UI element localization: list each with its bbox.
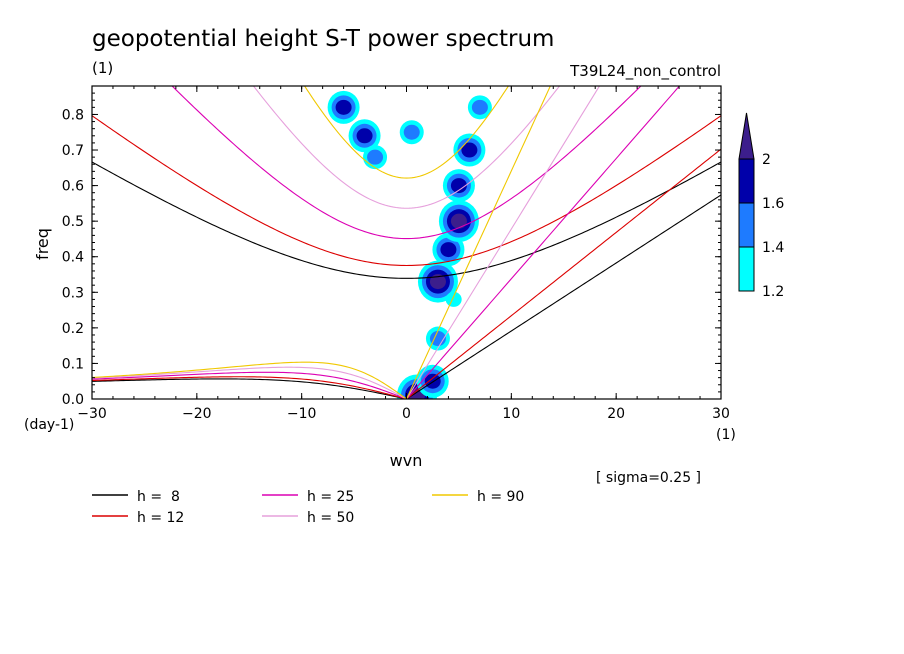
legend-label: h = 12 — [137, 510, 184, 526]
kelvin-curve — [406, 86, 681, 399]
colorbar-label: 1.2 — [762, 284, 784, 300]
legend-label: h = 50 — [307, 510, 354, 526]
spectral-blobs — [327, 90, 492, 399]
y-axis-label: freq — [33, 228, 52, 260]
y-tick-label: 0.8 — [62, 107, 84, 123]
chart-subtitle-left: (1) — [92, 59, 113, 77]
y-tick-label: 0.2 — [62, 321, 84, 337]
ig-curve — [92, 161, 721, 279]
spectral-blob — [403, 124, 420, 140]
spectral-blob — [440, 242, 457, 258]
spectral-blob — [471, 99, 488, 115]
chart-subtitle-right: T39L24_non_control — [569, 62, 721, 81]
kelvin-curve — [406, 86, 551, 399]
x-unit-label: (1) — [716, 427, 736, 443]
colorbar: 1.2 1.4 1.6 2 — [738, 112, 784, 300]
spectral-blob — [450, 178, 467, 194]
y-tick-label: 0.5 — [62, 214, 84, 230]
x-tick-label: −20 — [182, 406, 212, 422]
ig-curve — [303, 86, 510, 179]
x-tick-label: 30 — [712, 406, 730, 422]
chart-title: geopotential height S-T power spectrum — [92, 26, 554, 52]
x-tick-label: 20 — [607, 406, 625, 422]
spectral-blob — [450, 213, 467, 229]
dispersion-curves — [92, 86, 721, 399]
colorbar-box — [738, 158, 755, 204]
y-tick-label: 0.6 — [62, 179, 84, 195]
y-unit-label: (day-1) — [24, 417, 74, 433]
spectral-blob — [461, 142, 478, 158]
colorbar-label: 1.4 — [762, 240, 784, 256]
x-axis-label: wvn — [390, 451, 423, 470]
x-tick-label: 0 — [402, 406, 411, 422]
x-tick-label: −10 — [287, 406, 317, 422]
rossby-curve — [92, 361, 407, 399]
ig-curve — [92, 115, 721, 267]
legend-label: h = 25 — [307, 489, 354, 505]
spectral-blob — [356, 128, 373, 144]
colorbar-arrow — [738, 112, 755, 160]
x-tick-label: 10 — [502, 406, 520, 422]
y-tick-label: 0.0 — [62, 392, 84, 408]
spectral-blob — [429, 274, 446, 290]
spectral-blob — [445, 291, 462, 307]
axis-ticks: −30 −20 −10 0 10 20 30 0.0 0.1 0.2 0.3 0.4 0.5 0.6 0.7… — [62, 86, 730, 422]
rossby-curve — [92, 378, 407, 399]
kelvin-curve — [406, 86, 601, 399]
spectral-blob — [367, 149, 384, 165]
y-tick-label: 0.3 — [62, 285, 84, 301]
colorbar-box — [738, 246, 755, 292]
kelvin-curve — [406, 148, 721, 399]
spectral-blob — [335, 99, 352, 115]
x-tick-label: −30 — [77, 406, 107, 422]
colorbar-box — [738, 202, 755, 248]
colorbar-label: 1.6 — [762, 196, 784, 212]
y-tick-label: 0.4 — [62, 250, 84, 266]
legend-label: h = 8 — [137, 489, 180, 505]
ig-curve — [171, 86, 642, 240]
legend: h = 8 h = 25 h = 90 h = 12 h = 50 — [92, 489, 524, 526]
sigma-note: [ sigma=0.25 ] — [596, 470, 701, 486]
kelvin-curve — [406, 194, 721, 399]
rossby-curve — [92, 366, 407, 399]
rossby-curve — [92, 371, 407, 399]
colorbar-label: 2 — [762, 152, 771, 168]
rossby-curve — [92, 376, 407, 399]
legend-label: h = 90 — [477, 489, 524, 505]
y-tick-label: 0.1 — [62, 356, 84, 372]
y-tick-label: 0.7 — [62, 143, 84, 159]
ig-curve — [252, 86, 561, 209]
